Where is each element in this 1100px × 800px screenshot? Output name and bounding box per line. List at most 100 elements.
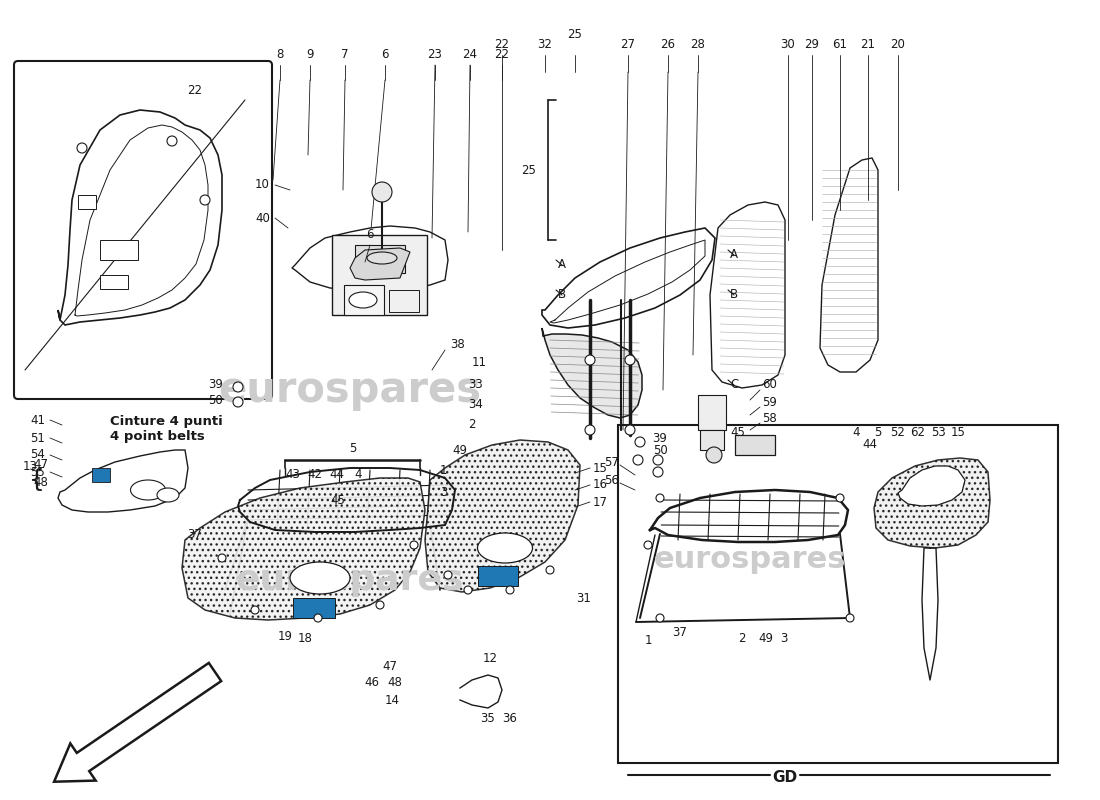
Text: 58: 58 (762, 411, 777, 425)
Circle shape (656, 494, 664, 502)
Ellipse shape (367, 252, 397, 264)
Text: 44: 44 (862, 438, 878, 451)
Bar (618, 425, 1058, 763)
Text: 2: 2 (468, 418, 475, 431)
Text: 18: 18 (298, 631, 312, 645)
Bar (478, 566, 518, 586)
Text: 37: 37 (672, 626, 688, 638)
Text: 6: 6 (382, 49, 388, 62)
Text: 61: 61 (833, 38, 847, 51)
Polygon shape (58, 450, 188, 512)
Text: eurospares: eurospares (219, 369, 482, 411)
Text: 32: 32 (538, 38, 552, 51)
Circle shape (585, 355, 595, 365)
Text: 57: 57 (605, 455, 619, 469)
Text: 50: 50 (208, 394, 222, 406)
Text: B: B (558, 289, 566, 302)
Text: 33: 33 (468, 378, 483, 391)
Circle shape (464, 586, 472, 594)
Circle shape (546, 566, 554, 574)
Ellipse shape (477, 533, 532, 563)
Text: 42: 42 (308, 469, 322, 482)
Polygon shape (820, 158, 878, 372)
Text: 36: 36 (503, 711, 517, 725)
Text: 6: 6 (366, 229, 374, 242)
Text: 47: 47 (33, 458, 48, 470)
Ellipse shape (290, 562, 350, 594)
Circle shape (444, 571, 452, 579)
Bar (698, 395, 726, 430)
Text: 14: 14 (385, 694, 399, 706)
Text: 25: 25 (521, 163, 536, 177)
Bar (700, 430, 724, 450)
Polygon shape (292, 226, 448, 290)
Circle shape (836, 494, 844, 502)
Text: 16: 16 (593, 478, 608, 491)
Polygon shape (710, 202, 785, 388)
Text: 24: 24 (462, 49, 477, 62)
Polygon shape (58, 110, 222, 325)
Text: 4: 4 (354, 469, 362, 482)
Text: 27: 27 (620, 38, 636, 51)
Text: Cinture 4 punti
4 point belts: Cinture 4 punti 4 point belts (110, 415, 222, 443)
Text: 22: 22 (187, 83, 202, 97)
Polygon shape (542, 328, 642, 418)
Text: B: B (730, 289, 738, 302)
Text: 34: 34 (468, 398, 483, 411)
Text: 60: 60 (762, 378, 777, 391)
Text: 20: 20 (891, 38, 905, 51)
Text: 23: 23 (428, 49, 442, 62)
Circle shape (656, 614, 664, 622)
Text: 47: 47 (383, 659, 397, 673)
Text: 13: 13 (23, 461, 38, 474)
Text: 15: 15 (593, 462, 608, 474)
Text: 53: 53 (931, 426, 945, 438)
Circle shape (653, 455, 663, 465)
Circle shape (625, 355, 635, 365)
Text: 41: 41 (30, 414, 45, 426)
Text: 43: 43 (286, 469, 300, 482)
Text: 15: 15 (950, 426, 966, 438)
Text: 38: 38 (450, 338, 464, 351)
Text: 17: 17 (593, 495, 608, 509)
Bar (344, 285, 384, 315)
Circle shape (625, 425, 635, 435)
Text: 8: 8 (276, 49, 284, 62)
Circle shape (77, 143, 87, 153)
Polygon shape (898, 466, 965, 506)
Bar (389, 290, 419, 312)
Bar (355, 245, 405, 273)
Bar (100, 275, 128, 289)
Text: 21: 21 (860, 38, 876, 51)
Text: 28: 28 (691, 38, 705, 51)
Text: 5: 5 (874, 426, 882, 438)
Text: GD: GD (772, 770, 798, 786)
Circle shape (218, 554, 226, 562)
Circle shape (167, 136, 177, 146)
Text: 2: 2 (738, 631, 746, 645)
Bar (293, 598, 336, 618)
Text: 51: 51 (30, 431, 45, 445)
Text: 45: 45 (730, 426, 746, 438)
Circle shape (632, 455, 644, 465)
Bar (735, 435, 776, 455)
Text: A: A (558, 258, 566, 271)
Text: 30: 30 (781, 38, 795, 51)
Circle shape (706, 447, 722, 463)
Circle shape (410, 541, 418, 549)
Text: 10: 10 (255, 178, 270, 191)
Ellipse shape (349, 292, 377, 308)
Text: 25: 25 (568, 29, 582, 42)
Text: 44: 44 (330, 469, 344, 482)
Circle shape (846, 614, 854, 622)
Text: 9: 9 (306, 49, 313, 62)
Circle shape (372, 182, 392, 202)
Polygon shape (182, 478, 425, 620)
Text: 56: 56 (605, 474, 619, 486)
Text: 12: 12 (483, 651, 497, 665)
Text: 46: 46 (364, 675, 380, 689)
Text: 7: 7 (341, 49, 349, 62)
Circle shape (644, 541, 652, 549)
Text: 45: 45 (331, 494, 345, 506)
Text: 3: 3 (440, 486, 448, 498)
